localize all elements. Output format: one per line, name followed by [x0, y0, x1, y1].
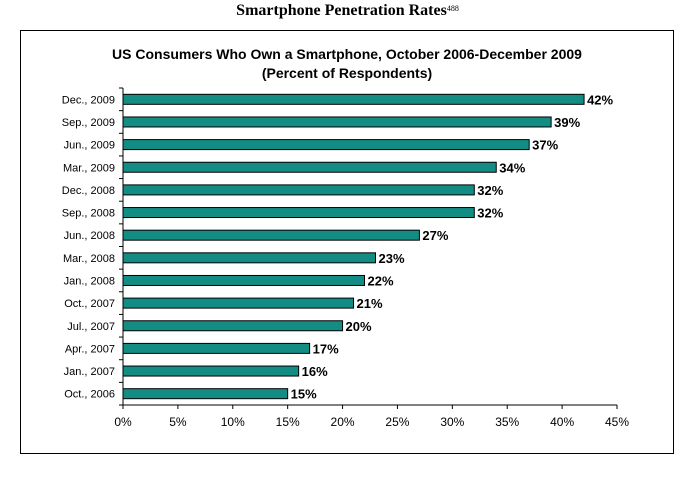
data-label-13: 15% — [291, 387, 317, 402]
data-label-5: 32% — [477, 206, 503, 221]
category-label-1: Sep., 2009 — [62, 117, 115, 129]
category-label-11: Apr., 2007 — [65, 343, 115, 355]
data-label-6: 27% — [422, 228, 448, 243]
bar-11 — [122, 342, 311, 354]
data-label-3: 34% — [499, 160, 525, 175]
category-label-2: Jun., 2009 — [64, 140, 115, 152]
category-label-13: Oct., 2006 — [64, 389, 115, 401]
bar-7 — [122, 252, 376, 264]
bar-0 — [122, 93, 585, 105]
category-label-9: Oct., 2007 — [64, 298, 115, 310]
chart-subtitle: (Percent of Respondents) — [261, 65, 433, 81]
x-tick-label-9: 45% — [605, 415, 629, 429]
category-label-3: Mar., 2009 — [63, 162, 115, 174]
chart-title-block: US Consumers Who Own a Smartphone, Octob… — [20, 45, 674, 83]
data-label-8: 22% — [368, 273, 394, 288]
data-label-11: 17% — [313, 341, 339, 356]
category-label-0: Dec., 2009 — [62, 94, 115, 106]
bar-5 — [122, 207, 475, 219]
category-label-6: Jun., 2008 — [64, 230, 115, 242]
data-label-10: 20% — [346, 319, 372, 334]
bar-13 — [122, 388, 289, 400]
bar-2 — [122, 139, 530, 151]
bar-6 — [122, 229, 420, 241]
category-label-10: Jul., 2007 — [67, 321, 115, 333]
x-tick-label-0: 0% — [114, 415, 132, 429]
x-tick-label-1: 5% — [169, 415, 187, 429]
bar-9 — [122, 297, 355, 309]
category-label-8: Jan., 2008 — [64, 275, 115, 287]
x-tick-label-6: 30% — [440, 415, 464, 429]
data-label-9: 21% — [357, 296, 383, 311]
x-tick-label-8: 40% — [550, 415, 574, 429]
data-label-7: 23% — [378, 251, 404, 266]
data-label-2: 37% — [532, 138, 558, 153]
category-label-7: Mar., 2008 — [63, 253, 115, 265]
bar-8 — [122, 274, 366, 286]
x-tick-label-2: 10% — [221, 415, 245, 429]
data-label-1: 39% — [554, 115, 580, 130]
data-label-4: 32% — [477, 183, 503, 198]
page-heading-text: Smartphone Penetration Rates — [236, 2, 447, 19]
x-tick-label-3: 15% — [276, 415, 300, 429]
x-tick-label-7: 35% — [495, 415, 519, 429]
bar-3 — [122, 161, 497, 173]
category-label-12: Jan., 2007 — [64, 366, 115, 378]
page-heading: Smartphone Penetration Rates488 — [0, 0, 695, 22]
bar-1 — [122, 116, 552, 128]
x-tick-label-4: 20% — [331, 415, 355, 429]
x-tick-label-5: 25% — [385, 415, 409, 429]
category-label-4: Dec., 2008 — [62, 185, 115, 197]
chart-title: US Consumers Who Own a Smartphone, Octob… — [112, 46, 582, 62]
category-label-5: Sep., 2008 — [62, 208, 115, 220]
heading-footnote: 488 — [446, 4, 459, 13]
bar-12 — [122, 365, 300, 377]
data-label-0: 42% — [587, 92, 613, 107]
bar-10 — [122, 320, 344, 332]
data-label-12: 16% — [302, 364, 328, 379]
bar-4 — [122, 184, 475, 196]
